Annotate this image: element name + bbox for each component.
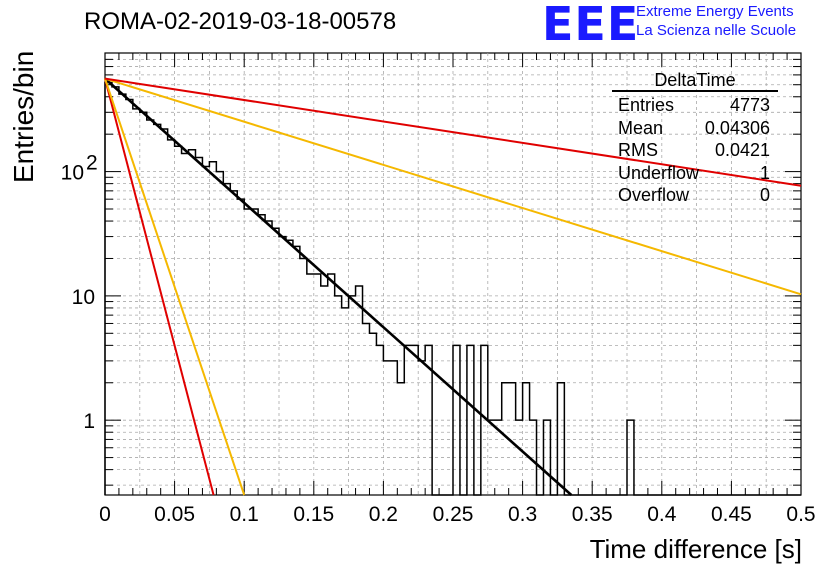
x-tick-label: 0.35 <box>572 503 613 526</box>
stats-box: DeltaTime Entries 4773 Mean 0.04306 RMS 0.0… <box>612 70 778 207</box>
x-tick-labels: 0 0.05 0.1 0.15 0.2 0.25 0.3 0.35 0.4 0.45 0.5 <box>99 503 815 526</box>
curve-red-slow <box>104 77 802 187</box>
x-tick-label: 0.2 <box>369 503 398 526</box>
x-tick-label: 0.05 <box>154 503 195 526</box>
histogram-bars <box>104 81 801 496</box>
stats-title: DeltaTime <box>612 70 778 92</box>
logo-line-1: Extreme Energy Events <box>636 3 794 20</box>
x-axis-label: Time difference [s] <box>589 534 802 564</box>
stats-label: Underflow <box>618 162 700 183</box>
eee-logo: EEE <box>542 0 640 51</box>
x-tick-label: 0.45 <box>711 503 752 526</box>
x-tick-label: 0.5 <box>786 503 815 526</box>
y-tick-label: 1 <box>83 410 95 433</box>
y-tick-exponent: 2 <box>86 152 98 175</box>
stats-row-rms: RMS 0.0421 <box>612 139 778 162</box>
axis-ticks <box>104 53 802 495</box>
y-axis-label: Entries/bin <box>8 50 39 183</box>
run-title: ROMA-02-2019-03-18-00578 <box>84 8 397 35</box>
curve-fit <box>104 77 573 496</box>
stats-value: 0.04306 <box>704 117 770 138</box>
stats-label: Entries <box>618 95 675 115</box>
stats-value: 0 <box>759 185 770 205</box>
x-tick-label: 0.4 <box>647 503 677 526</box>
x-tick-label: 0 <box>99 503 111 526</box>
stats-row-overflow: Overflow 0 <box>612 184 778 207</box>
stats-value: 0.0421 <box>714 140 770 160</box>
fit-curves <box>104 77 802 496</box>
x-tick-label: 0.3 <box>508 503 537 526</box>
y-tick-label: 10 <box>72 286 95 309</box>
curve-orange-slow <box>104 77 802 296</box>
x-tick-label: 0.25 <box>433 503 474 526</box>
curve-red-fast <box>104 78 215 496</box>
stats-label: Mean <box>618 117 664 138</box>
stats-value: 1 <box>759 162 770 183</box>
logo-line-2: La Scienza nelle Scuole <box>636 22 797 39</box>
x-tick-label: 0.1 <box>230 503 259 526</box>
stats-value: 4773 <box>729 95 770 115</box>
y-tick-label: 10 <box>61 162 84 185</box>
stats-label: RMS <box>618 140 658 160</box>
stats-label: Overflow <box>618 185 690 205</box>
stats-row-underflow: Underflow 1 <box>612 162 778 185</box>
stats-row-entries: Entries 4773 <box>612 94 778 117</box>
curve-orange-fast <box>104 78 246 496</box>
stats-row-mean: Mean 0.04306 <box>612 117 778 140</box>
x-tick-label: 0.15 <box>293 503 334 526</box>
